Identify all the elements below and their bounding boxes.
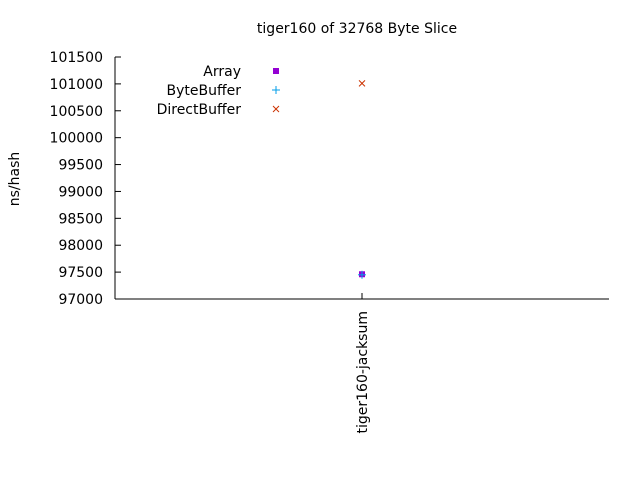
legend-label-array: Array xyxy=(203,64,241,80)
legend-label-directbuffer: DirectBuffer xyxy=(157,102,242,118)
data-points xyxy=(358,79,366,279)
legend-marker-directbuffer-b xyxy=(272,105,280,113)
legend-marker-bytebuffer xyxy=(272,86,280,94)
y-tick-label: 98500 xyxy=(58,211,103,227)
legend-label-bytebuffer: ByteBuffer xyxy=(167,83,242,99)
x-ticks: tiger160-jacksum xyxy=(355,293,371,434)
legend: Array ByteBuffer DirectBuffer xyxy=(157,64,280,118)
data-point-bytebuffer xyxy=(358,270,366,279)
data-point-directbuffer xyxy=(358,79,366,87)
y-tick-label: 99500 xyxy=(58,158,103,174)
y-tick-label: 97000 xyxy=(58,292,103,308)
legend-marker-array xyxy=(273,68,279,74)
y-tick-label: 101500 xyxy=(50,50,103,66)
y-tick-label: 100000 xyxy=(50,131,103,147)
data-point-directbuffer-b xyxy=(358,79,366,87)
x-tick-label: tiger160-jacksum xyxy=(355,311,371,434)
y-tick-label: 97500 xyxy=(58,265,103,281)
y-tick-label: 100500 xyxy=(50,104,103,120)
y-ticks: 97000 97500 98000 98500 99000 99500 100000 1005… xyxy=(50,50,121,308)
y-axis-label: ns/hash xyxy=(7,152,23,207)
y-tick-label: 98000 xyxy=(58,238,103,254)
chart-title: tiger160 of 32768 Byte Slice xyxy=(257,21,457,37)
y-tick-label: 101000 xyxy=(50,77,103,93)
legend-marker-directbuffer xyxy=(272,105,280,113)
y-tick-label: 99000 xyxy=(58,184,103,200)
